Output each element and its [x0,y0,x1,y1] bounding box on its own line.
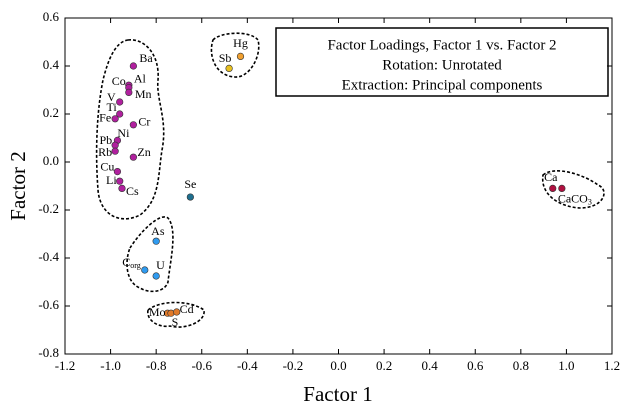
point-label: Hg [233,36,248,50]
point-label: Se [184,177,196,191]
y-axis-label: Factor 2 [6,151,30,220]
x-tick-label: -0.2 [283,358,304,373]
point [152,237,160,245]
y-tick-label: -0.2 [38,201,59,216]
y-tick-label: -0.6 [38,297,59,312]
x-tick-label: -1.2 [55,358,76,373]
point-label: Mo [149,305,166,319]
point-label: Rb [98,145,112,159]
point [116,110,124,118]
y-tick-label: 0.6 [43,9,60,24]
point [116,177,124,185]
y-tick-label: -0.8 [38,345,59,360]
point-label: Zn [137,145,150,159]
y-tick-label: 0.4 [43,57,60,72]
point-label: Cr [138,115,150,129]
point [129,62,137,70]
point-label-sub: org [130,261,141,270]
point [236,52,245,61]
point [129,121,137,129]
point-label: Co [112,74,126,88]
annotation-box [275,27,609,97]
point [186,193,194,201]
point [225,64,233,72]
point [549,184,557,192]
point-label: Corg [122,255,141,270]
point [111,147,119,155]
annotation: Extraction: Principal components [342,77,543,93]
y-tick-label: 0.0 [43,153,59,168]
point-label: Pb [99,133,112,147]
point-label: Sb [219,51,232,65]
point-label-text: CaCO [558,191,588,205]
point-label: Li [106,173,117,187]
cluster-outline [95,39,165,220]
point [141,266,149,274]
point-label: V [107,90,116,104]
point [113,168,122,176]
point-label: Ni [117,126,130,140]
point-label: Al [134,71,147,85]
point-label: Ti [106,100,117,114]
y-tick-label: -0.4 [38,249,59,264]
x-tick-label: 1.0 [558,358,574,373]
point [118,184,126,192]
point-label: Ba [139,51,153,65]
point-label: Cs [126,184,139,198]
cluster-outline [147,301,205,328]
point-label: Cu [100,159,114,173]
annotation: Factor Loadings, Factor 1 vs. Factor 2 [327,37,556,53]
x-tick-label: 0.2 [376,358,392,373]
point-label: S [172,315,179,329]
point-label-sub: 3 [588,197,592,206]
point-label: As [151,224,165,238]
cluster-outline [126,216,174,293]
y-tick-label: 0.2 [43,105,59,120]
x-tick-label: 1.2 [604,358,620,373]
point-label: Cd [180,302,194,316]
x-tick-label: 0.6 [467,358,484,373]
point [125,88,133,96]
x-tick-label: -1.0 [100,358,121,373]
point [129,153,137,161]
point [111,115,119,123]
point [558,184,566,192]
point-label: Ca [544,170,558,184]
point-label: CaCO3 [558,191,592,206]
point [173,308,181,316]
point-label-text: C [122,255,130,269]
x-tick-label: -0.4 [237,358,258,373]
annotation: Rotation: Unrotated [382,57,502,73]
point-label: Fe [99,111,111,125]
x-tick-label: 0.8 [513,358,529,373]
x-tick-label: 0.4 [422,358,439,373]
x-tick-label: 0.0 [330,358,346,373]
cluster-outline [210,32,260,78]
x-tick-label: -0.8 [146,358,167,373]
x-axis-label: Factor 1 [303,382,372,406]
point [116,98,124,106]
point [152,272,160,280]
point-label: Mn [135,87,152,101]
point-label: U [156,258,165,272]
x-tick-label: -0.6 [191,358,212,373]
point [111,141,119,149]
